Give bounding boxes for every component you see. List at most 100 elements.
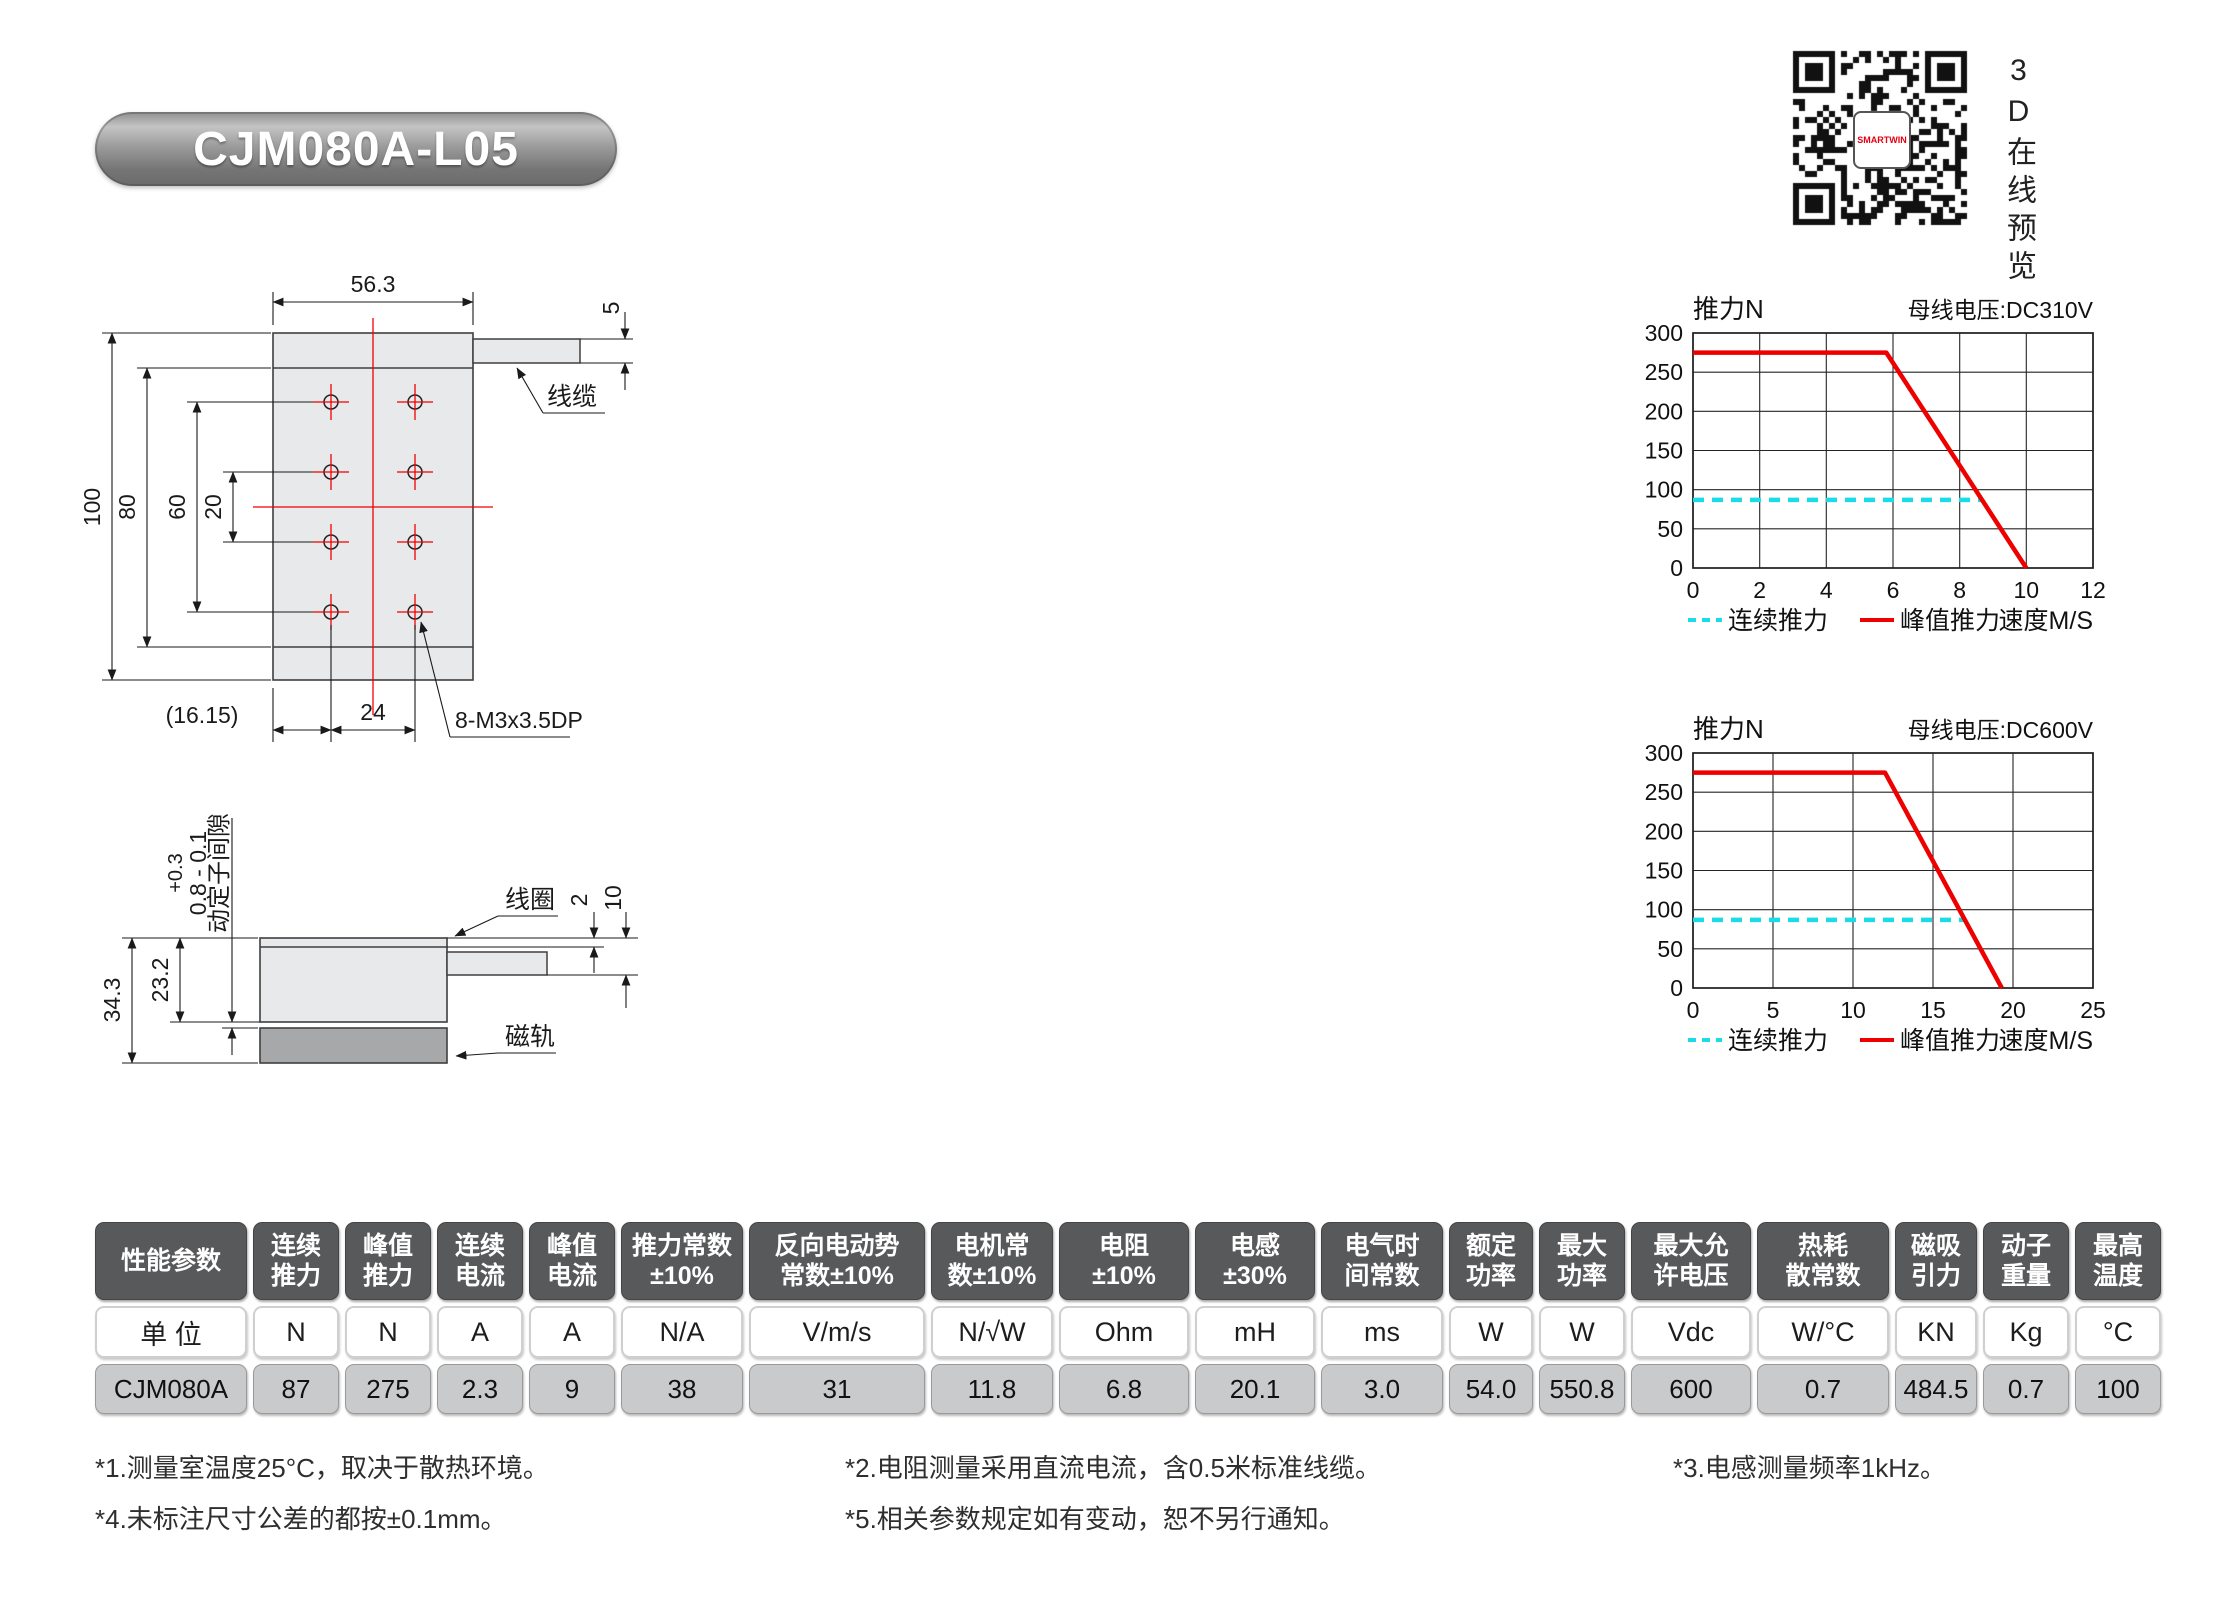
gap-value: 0.8 - 0.1 (185, 831, 211, 915)
footnotes-column-1: *1.测量室温度25°C，取决于散热环境。 *4.未标注尺寸公差的都按±0.1mm… (95, 1452, 549, 1554)
spec-column: 峰值 推力 N 275 (345, 1222, 431, 1414)
svg-text:300: 300 (1645, 320, 1683, 346)
spec-column: 最高 温度 °C 100 (2075, 1222, 2161, 1414)
spec-value-cell: 38 (621, 1364, 743, 1414)
spec-unit-cell: N/A (621, 1306, 743, 1358)
svg-text:250: 250 (1645, 359, 1683, 385)
cable-tab-side (446, 951, 548, 976)
bus-voltage-label: 母线电压:DC310V (1908, 297, 2094, 323)
footnote: *3.电感测量频率1kHz。 (1673, 1453, 1947, 1483)
dim-24: 24 (360, 699, 386, 725)
spec-header-cell: 最大允 许电压 (1631, 1222, 1751, 1300)
dim-34-3: 34.3 (99, 978, 125, 1023)
spec-column: 最大 功率 W 550.8 (1539, 1222, 1625, 1414)
spec-column: 电阻 ±10% Ohm 6.8 (1059, 1222, 1189, 1414)
spec-header-cell: 峰值 电流 (529, 1222, 615, 1300)
qr-center-logo: SMARTWIN (1853, 111, 1911, 169)
svg-text:6: 6 (1887, 577, 1900, 603)
series-peak-thrust (1693, 770, 2004, 990)
spec-value-cell: 100 (2075, 1364, 2161, 1414)
spec-unit-cell: N/√W (931, 1306, 1053, 1358)
cable-tab (472, 338, 581, 364)
spec-header-cell: 电阻 ±10% (1059, 1222, 1189, 1300)
product-title-badge: CJM080A-L05 (95, 112, 617, 186)
bus-voltage-label: 母线电压:DC600V (1908, 717, 2094, 743)
spec-unit-cell: Ohm (1059, 1306, 1189, 1358)
spec-unit-cell: A (529, 1306, 615, 1358)
svg-text:15: 15 (1920, 997, 1946, 1023)
svg-text:150: 150 (1645, 858, 1683, 884)
dim-100: 100 (79, 488, 105, 526)
spec-unit-cell: ms (1321, 1306, 1443, 1358)
spec-header-cell: 推力常数 ±10% (621, 1222, 743, 1300)
svg-text:300: 300 (1645, 740, 1683, 766)
spec-unit-cell: Kg (1983, 1306, 2069, 1358)
cable-label: 线缆 (547, 383, 597, 411)
svg-text:200: 200 (1645, 818, 1683, 844)
spec-unit-cell: W/°C (1757, 1306, 1889, 1358)
spec-unit-cell: A (437, 1306, 523, 1358)
y-axis-title: 推力N (1693, 714, 1764, 744)
rail-label: 磁轨 (505, 1023, 555, 1051)
spec-value-cell: CJM080A (95, 1364, 247, 1414)
x-axis-title: 速度M/S (1999, 607, 2093, 635)
dim-56-3: 56.3 (351, 271, 396, 297)
svg-text:150: 150 (1645, 438, 1683, 464)
dim-5: 5 (598, 302, 624, 315)
spec-value-cell: 0.7 (1757, 1364, 1889, 1414)
thrust-speed-chart-dc310v: 0 2 4 6 8 10 12 0 50 100 150 200 250 300 推力N 母线电压:DC310… (1640, 288, 2140, 638)
mounting-holes (313, 384, 433, 630)
dim-20: 20 (200, 494, 226, 520)
spec-unit-cell: mH (1195, 1306, 1315, 1358)
svg-text:12: 12 (2080, 577, 2106, 603)
spec-unit-cell: W (1449, 1306, 1533, 1358)
spec-column: 最大允 许电压 Vdc 600 (1631, 1222, 1751, 1414)
spec-column: 动子 重量 Kg 0.7 (1983, 1222, 2069, 1414)
legend-label: 连续推力 (1728, 1027, 1828, 1055)
spec-header-cell: 热耗 散常数 (1757, 1222, 1889, 1300)
spec-unit-cell: Vdc (1631, 1306, 1751, 1358)
spec-column: 连续 电流 A 2.3 (437, 1222, 523, 1414)
spec-column: 推力常数 ±10% N/A 38 (621, 1222, 743, 1414)
dim-80: 80 (114, 494, 140, 520)
spec-header-cell: 最高 温度 (2075, 1222, 2161, 1300)
thread-note: 8-M3x3.5DP (455, 707, 583, 733)
svg-text:200: 200 (1645, 398, 1683, 424)
spec-header-cell: 电感 ±30% (1195, 1222, 1315, 1300)
spec-column: 峰值 电流 A 9 (529, 1222, 615, 1414)
coil-body-side-view (259, 937, 448, 1023)
thrust-speed-chart-dc600v: 0 5 10 15 20 25 0 50 100 150 200 250 300 推力N 母线电压:DC60… (1640, 708, 2140, 1058)
gap-label: 动定子间隙 (206, 813, 233, 933)
spec-column: 电机常 数±10% N/√W 11.8 (931, 1222, 1053, 1414)
spec-value-cell: 3.0 (1321, 1364, 1443, 1414)
spec-value-cell: 11.8 (931, 1364, 1053, 1414)
svg-text:100: 100 (1645, 897, 1683, 923)
spec-value-cell: 600 (1631, 1364, 1751, 1414)
dim-16-15: (16.15) (166, 702, 239, 728)
spec-unit-cell: °C (2075, 1306, 2161, 1358)
footnote: *1.测量室温度25°C，取决于散热环境。 (95, 1453, 549, 1483)
coil-label: 线圈 (505, 886, 555, 914)
spec-column: 热耗 散常数 W/°C 0.7 (1757, 1222, 1889, 1414)
spec-header-cell: 反向电动势 常数±10% (749, 1222, 925, 1300)
spec-header-cell: 最大 功率 (1539, 1222, 1625, 1300)
spec-column: 反向电动势 常数±10% V/m/s 31 (749, 1222, 925, 1414)
y-axis-title: 推力N (1693, 294, 1764, 324)
spec-value-cell: 20.1 (1195, 1364, 1315, 1414)
footnote: *2.电阻测量采用直流电流，含0.5米标准线缆。 (845, 1453, 1381, 1483)
svg-text:50: 50 (1657, 516, 1683, 542)
spec-value-cell: 9 (529, 1364, 615, 1414)
legend-label: 连续推力 (1728, 607, 1828, 635)
svg-text:100: 100 (1645, 477, 1683, 503)
magnet-rail (259, 1027, 448, 1064)
spec-value-cell: 550.8 (1539, 1364, 1625, 1414)
spec-unit-cell: V/m/s (749, 1306, 925, 1358)
spec-table: 性能参数单 位 CJM080A 连续 推力 N 87 峰值 推力 N 275 连续 电流 A 2.3… (95, 1222, 2161, 1414)
spec-column: 额定 功率 W 54.0 (1449, 1222, 1533, 1414)
spec-unit-cell: 单 位 (95, 1306, 247, 1358)
svg-text:0: 0 (1687, 577, 1700, 603)
svg-text:8: 8 (1953, 577, 1966, 603)
svg-text:10: 10 (1840, 997, 1866, 1023)
dim-2: 2 (566, 894, 592, 907)
